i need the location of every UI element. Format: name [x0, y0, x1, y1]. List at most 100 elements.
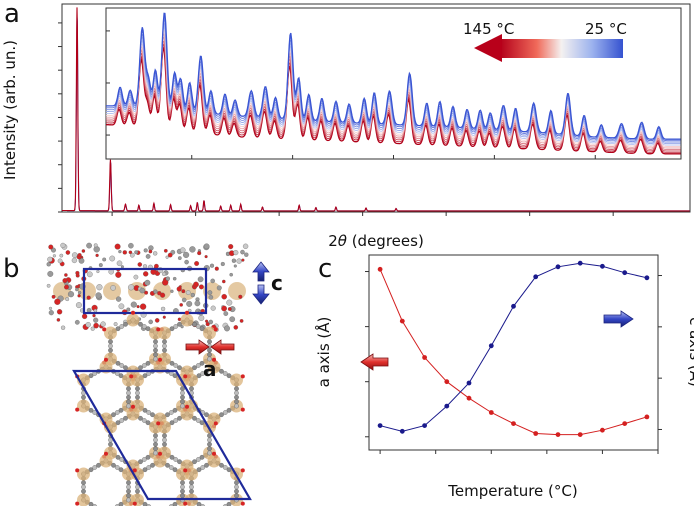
- side-atom: [56, 318, 61, 322]
- side-atom: [148, 249, 153, 254]
- c-axis-point: [377, 423, 383, 428]
- top-linker-atom: [162, 441, 167, 447]
- a-arrow-left: [210, 339, 235, 355]
- a-axis-point: [377, 266, 383, 272]
- top-linker-atom: [222, 371, 228, 376]
- side-metal-node: [103, 282, 121, 300]
- side-atom: [197, 251, 202, 256]
- side-atom: [93, 322, 99, 329]
- top-oxygen-atom: [132, 501, 137, 506]
- top-oxygen-atom: [185, 404, 189, 409]
- top-oxygen-atom: [75, 501, 80, 506]
- side-atom: [190, 292, 195, 298]
- top-linker-atom: [141, 457, 147, 462]
- side-atom: [144, 279, 151, 286]
- side-atom: [98, 263, 103, 268]
- side-atom: [229, 272, 233, 277]
- top-linker-atom: [126, 484, 131, 490]
- top-linker-atom: [207, 433, 212, 439]
- top-linker-atom: [234, 394, 239, 400]
- side-atom: [65, 297, 70, 302]
- c-axis-point: [511, 303, 516, 309]
- lattice-x-axis-label: Temperature (°C): [447, 482, 577, 500]
- c-axis-point: [533, 274, 539, 280]
- a-axis-point: [644, 414, 650, 420]
- c-axis-series-marker-arrow: [603, 310, 634, 328]
- top-linker-atom: [195, 418, 201, 423]
- top-linker-atom: [199, 326, 205, 332]
- top-linker-atom: [226, 373, 232, 379]
- a-arrow-right: [185, 339, 210, 355]
- legend-cold-label: 25 °C: [585, 20, 627, 38]
- top-linker-atom: [204, 368, 209, 374]
- top-linker-atom: [219, 368, 224, 374]
- top-linker-atom: [119, 363, 125, 368]
- top-linker-atom: [150, 462, 155, 468]
- side-atom: [233, 264, 237, 268]
- side-atom: [102, 257, 107, 262]
- top-linker-atom: [200, 371, 206, 376]
- side-atom: [207, 290, 213, 295]
- side-atom: [75, 287, 79, 292]
- side-atom: [216, 285, 222, 291]
- top-linker-atom: [234, 488, 239, 494]
- side-atom: [86, 242, 92, 249]
- top-linker-atom: [207, 446, 212, 452]
- side-atom: [48, 244, 54, 250]
- side-atom: [96, 284, 103, 291]
- top-linker-atom: [173, 324, 179, 329]
- top-linker-atom: [180, 488, 185, 494]
- top-oxygen-atom: [240, 407, 245, 412]
- top-linker-atom: [135, 390, 140, 396]
- side-atom: [81, 249, 86, 253]
- top-linker-atom: [189, 386, 194, 392]
- side-atom: [160, 306, 166, 312]
- side-atom: [203, 243, 210, 250]
- side-atom: [90, 326, 95, 331]
- c-arrow-down: [252, 284, 270, 305]
- top-linker-atom: [192, 459, 197, 465]
- top-linker-atom: [145, 454, 151, 460]
- side-atom: [189, 246, 196, 253]
- side-atom: [59, 253, 64, 258]
- legend-gradient-bar: [500, 39, 623, 58]
- top-linker-atom: [126, 497, 131, 503]
- side-atom: [118, 249, 122, 254]
- top-linker-atom: [88, 407, 94, 413]
- top-metal-node: [185, 373, 198, 387]
- temperature-legend: 145 °C 25 °C: [463, 20, 627, 62]
- top-linker-atom: [234, 403, 239, 409]
- top-linker-atom: [169, 326, 175, 332]
- top-linker-atom: [141, 363, 147, 368]
- top-oxygen-atom: [212, 451, 216, 456]
- top-oxygen-atom: [75, 468, 80, 473]
- top-linker-atom: [146, 410, 152, 415]
- top-linker-atom: [168, 410, 174, 415]
- top-linker-atom: [108, 343, 113, 349]
- side-atom: [238, 294, 243, 299]
- top-linker-atom: [195, 324, 201, 329]
- side-atom: [54, 298, 61, 305]
- side-atom: [60, 325, 66, 330]
- side-atom: [220, 261, 225, 267]
- side-atom: [95, 253, 99, 258]
- side-atom: [96, 269, 100, 274]
- top-metal-node: [77, 493, 90, 506]
- main-y-axis-label: Intensity (arb. un.): [1, 40, 19, 180]
- side-atom: [113, 322, 118, 327]
- top-linker-atom: [142, 467, 148, 473]
- top-linker-atom: [207, 441, 212, 447]
- side-atom: [114, 243, 121, 250]
- top-linker-atom: [172, 407, 178, 413]
- side-atom: [185, 290, 191, 295]
- a-axis-point: [533, 431, 539, 436]
- a-axis-label: a: [203, 357, 217, 381]
- top-linker-atom: [165, 412, 170, 418]
- top-linker-atom: [115, 454, 121, 460]
- side-atom: [162, 315, 166, 319]
- panel-label-b: b: [3, 254, 20, 284]
- lattice-x-ticks: [379, 450, 659, 454]
- side-atom: [193, 281, 199, 288]
- top-oxygen-atom: [213, 327, 218, 332]
